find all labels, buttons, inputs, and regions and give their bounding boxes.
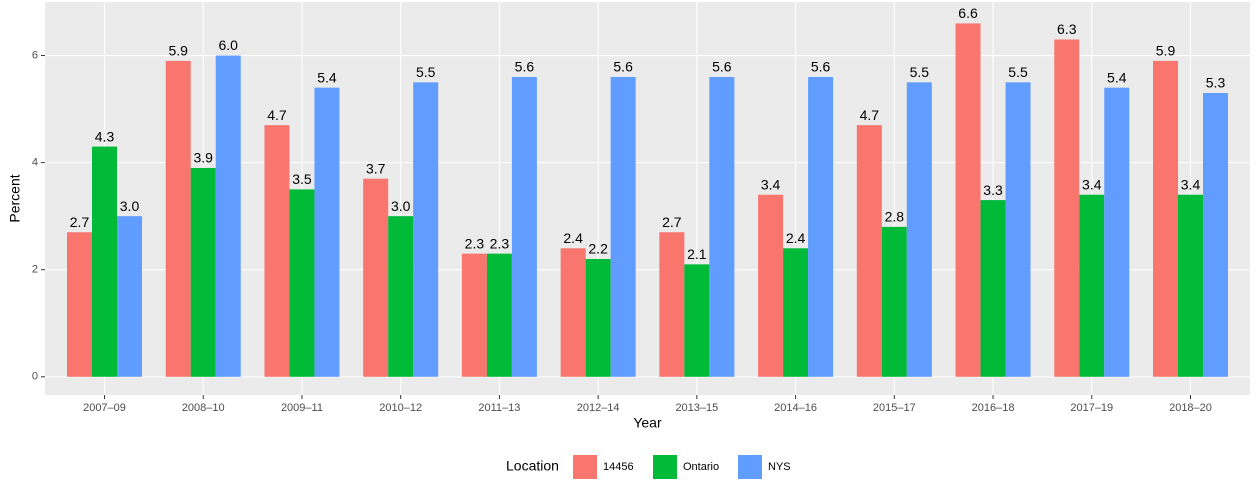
value-label: 3.0	[391, 198, 411, 214]
y-tick-label: 6	[32, 49, 38, 61]
value-label: 5.5	[910, 64, 930, 80]
bar	[117, 216, 142, 377]
bar	[461, 253, 487, 377]
bar	[388, 216, 414, 377]
bar	[1079, 194, 1105, 377]
x-tick-label: 2013–15	[675, 402, 718, 414]
value-label: 6.0	[218, 37, 238, 53]
bar	[1178, 194, 1203, 377]
value-label: 2.8	[885, 209, 905, 225]
x-tick-label: 2009–11	[281, 402, 323, 414]
value-label: 5.9	[168, 43, 188, 59]
bar	[190, 167, 216, 377]
bar	[906, 82, 932, 377]
y-tick-label: 2	[32, 264, 38, 276]
y-tick-label: 0	[32, 371, 38, 383]
value-label: 5.5	[416, 64, 436, 80]
value-label: 2.7	[70, 214, 90, 230]
bar	[413, 82, 439, 377]
value-label: 4.7	[267, 107, 287, 123]
bar	[783, 248, 809, 377]
bar	[758, 194, 784, 377]
value-label: 5.3	[1206, 75, 1226, 91]
bar	[808, 76, 834, 377]
x-tick-label: 2018–20	[1169, 402, 1212, 414]
x-tick-label: 2007–09	[83, 402, 126, 414]
bar	[363, 178, 389, 377]
bar	[659, 232, 685, 377]
bar	[289, 189, 315, 377]
bar	[165, 60, 191, 377]
value-label: 3.4	[1181, 176, 1201, 192]
value-label: 2.7	[662, 214, 682, 230]
value-label: 6.6	[958, 5, 978, 21]
y-tick-label: 4	[32, 157, 38, 169]
legend-key	[653, 455, 677, 479]
x-axis-label: Year	[633, 415, 662, 431]
bar	[67, 232, 92, 377]
bar	[881, 226, 907, 377]
bar	[264, 125, 290, 377]
value-label: 5.6	[515, 59, 535, 75]
x-tick-label: 2011–13	[478, 402, 520, 414]
legend-label: Ontario	[683, 461, 719, 473]
value-label: 3.3	[983, 182, 1003, 198]
x-tick-label: 2014–16	[774, 402, 817, 414]
value-label: 6.3	[1057, 21, 1077, 37]
value-label: 5.6	[613, 59, 633, 75]
bar	[314, 87, 340, 377]
value-label: 3.5	[292, 171, 312, 187]
bar	[1005, 82, 1031, 377]
y-axis-label: Percent	[7, 174, 23, 222]
bar	[856, 125, 882, 377]
value-label: 3.4	[1082, 176, 1102, 192]
bar	[1104, 87, 1130, 377]
value-label: 3.7	[366, 160, 386, 176]
bar	[560, 248, 586, 377]
bar	[1054, 39, 1080, 377]
value-label: 5.6	[712, 59, 732, 75]
value-label: 2.4	[563, 230, 583, 246]
bar	[709, 76, 735, 377]
bar	[610, 76, 636, 377]
bar	[486, 253, 512, 377]
value-label: 5.5	[1008, 64, 1028, 80]
value-label: 5.4	[1107, 69, 1127, 85]
x-tick-label: 2016–18	[972, 402, 1015, 414]
bar	[1203, 93, 1228, 377]
value-label: 3.9	[193, 150, 213, 166]
value-label: 2.4	[786, 230, 806, 246]
legend-label: 14456	[603, 461, 634, 473]
value-label: 3.0	[120, 198, 140, 214]
bar	[511, 76, 537, 377]
legend-label: NYS	[768, 461, 791, 473]
bar	[1153, 60, 1178, 377]
bar	[215, 55, 241, 377]
panel	[45, 2, 1250, 395]
legend-key	[738, 455, 762, 479]
value-label: 2.1	[687, 246, 707, 262]
value-label: 2.3	[490, 235, 510, 251]
legend-title: Location	[506, 458, 559, 474]
bar	[92, 146, 117, 377]
bar	[585, 259, 611, 377]
x-tick-label: 2012–14	[577, 402, 620, 414]
x-tick-label: 2010–12	[379, 402, 422, 414]
x-tick-label: 2017–19	[1070, 402, 1113, 414]
bar	[684, 264, 710, 377]
legend-key	[573, 455, 597, 479]
value-label: 2.3	[465, 235, 485, 251]
x-tick-label: 2015–17	[873, 402, 916, 414]
value-label: 4.3	[95, 128, 115, 144]
bar	[980, 200, 1006, 377]
value-label: 4.7	[860, 107, 880, 123]
value-label: 5.9	[1156, 43, 1176, 59]
value-label: 3.4	[761, 176, 781, 192]
value-label: 2.2	[588, 241, 608, 257]
x-tick-label: 2008–10	[182, 402, 225, 414]
value-label: 5.6	[811, 59, 831, 75]
value-label: 5.4	[317, 69, 337, 85]
bar	[955, 23, 981, 377]
